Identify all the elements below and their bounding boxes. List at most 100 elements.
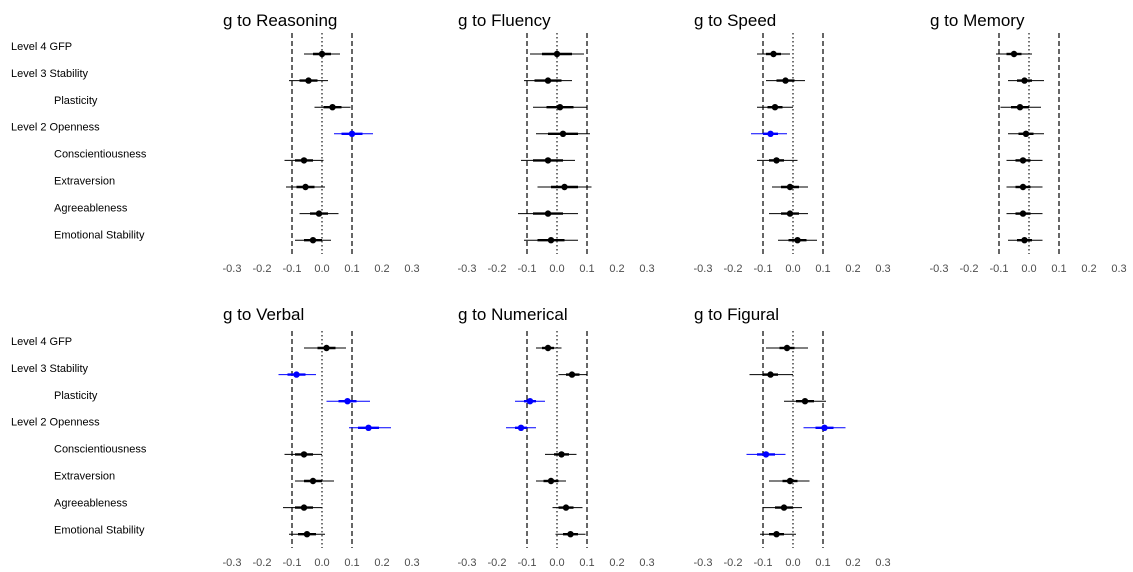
x-tick-label: -0.2 — [724, 557, 743, 569]
x-tick-label: 0.1 — [815, 557, 830, 569]
point-estimate — [305, 77, 312, 84]
x-tick-label: 0.3 — [404, 263, 419, 275]
row-label-trait: Emotional Stability — [54, 229, 145, 241]
x-tick-label: -0.1 — [518, 263, 537, 275]
point-estimate — [323, 344, 330, 352]
point-estimate — [547, 477, 555, 485]
x-tick-label: 0.2 — [845, 557, 860, 569]
row-label-trait: Plasticity — [54, 390, 98, 402]
x-tick-label: 0.1 — [579, 557, 594, 569]
x-tick-label: 0.0 — [314, 557, 329, 569]
x-tick-label: -0.3 — [458, 263, 477, 275]
x-tick-label: -0.1 — [283, 263, 302, 275]
x-tick-label: 0.0 — [785, 557, 800, 569]
point-estimate — [1019, 157, 1027, 164]
point-estimate — [780, 504, 788, 511]
point-estimate — [562, 504, 570, 511]
row-label-level: Level 4 GFP — [11, 336, 72, 348]
x-tick-label: -0.3 — [694, 263, 713, 275]
point-estimate — [1022, 130, 1030, 137]
point-estimate — [786, 210, 794, 217]
point-estimate — [801, 398, 809, 405]
point-estimate — [1019, 210, 1027, 217]
x-tick-label: -0.2 — [488, 557, 507, 569]
point-estimate — [348, 130, 356, 137]
point-estimate — [300, 451, 308, 458]
row-label-trait: Plasticity — [54, 95, 98, 107]
point-estimate — [773, 531, 780, 538]
x-tick-label: 0.2 — [609, 557, 624, 569]
x-tick-label: 0.3 — [639, 263, 654, 275]
x-tick-label: -0.2 — [488, 263, 507, 275]
x-tick-label: 0.2 — [609, 263, 624, 275]
point-estimate — [300, 504, 308, 511]
row-label-level: Level 4 GFP — [11, 41, 72, 53]
point-estimate — [794, 237, 801, 244]
x-tick-label: -0.3 — [694, 557, 713, 569]
x-tick-label: 0.2 — [845, 263, 860, 275]
x-tick-label: 0.2 — [374, 263, 389, 275]
point-estimate — [567, 531, 574, 538]
x-tick-label: 0.1 — [1051, 263, 1066, 275]
forest-panel: g to Numerical -0.3 -0.2 -0.1 0.0 0.1 0.2 0.3 — [458, 305, 655, 569]
x-tick-label: 0.0 — [549, 263, 564, 275]
point-estimate — [329, 104, 336, 111]
x-tick-label: -0.3 — [223, 557, 242, 569]
x-tick-label: 0.1 — [344, 263, 359, 275]
row-label-trait: Emotional Stability — [54, 524, 145, 536]
forest-panel: g to Figural -0.3 -0.2 -0.1 0.0 0.1 0.2 0.3 — [694, 305, 891, 569]
x-tick-label: -0.2 — [253, 557, 272, 569]
panel-title: g to Verbal — [223, 305, 304, 324]
point-estimate — [770, 50, 777, 58]
x-tick-label: -0.2 — [253, 263, 272, 275]
point-estimate — [568, 371, 576, 378]
row-label-trait: Extraversion — [54, 176, 115, 188]
point-estimate — [344, 398, 351, 405]
x-tick-label: -0.1 — [283, 557, 302, 569]
point-estimate — [782, 77, 789, 84]
point-estimate — [544, 344, 552, 352]
x-tick-label: -0.1 — [518, 557, 537, 569]
x-tick-label: 0.1 — [579, 263, 594, 275]
row-label-column: Level 4 GFP Level 3 Stability Plasticity Le… — [11, 41, 147, 241]
point-estimate — [1010, 50, 1018, 58]
panel-title: g to Numerical — [458, 305, 568, 324]
point-estimate — [773, 157, 780, 164]
row-label-level: Level 3 Stability — [11, 68, 89, 80]
point-estimate — [1021, 77, 1028, 84]
x-tick-label: -0.1 — [754, 263, 773, 275]
point-estimate — [1019, 183, 1027, 191]
x-tick-label: 0.3 — [1111, 263, 1126, 275]
x-tick-label: 0.2 — [374, 557, 389, 569]
point-estimate — [526, 398, 534, 405]
x-tick-label: -0.2 — [724, 263, 743, 275]
point-estimate — [547, 237, 555, 244]
forest-panel: g to Verbal -0.3 -0.2 -0.1 0.0 0.1 0.2 0.3 — [223, 305, 420, 569]
row-label-trait: Agreeableness — [54, 202, 128, 214]
x-tick-label: -0.3 — [930, 263, 949, 275]
point-estimate — [517, 424, 525, 431]
x-tick-label: 0.1 — [344, 557, 359, 569]
point-estimate — [544, 77, 552, 84]
row-label-column: Level 4 GFP Level 3 Stability Plasticity Le… — [11, 336, 147, 536]
panel-title: g to Speed — [694, 11, 776, 30]
x-tick-label: 0.0 — [314, 263, 329, 275]
x-tick-label: -0.3 — [223, 263, 242, 275]
point-estimate — [309, 477, 317, 485]
point-estimate — [1021, 237, 1028, 244]
point-estimate — [561, 183, 568, 191]
forest-panel: g to Reasoning -0.3 -0.2 -0.1 0.0 0.1 0.2 0.3 — [223, 11, 420, 275]
x-tick-label: 0.0 — [549, 557, 564, 569]
point-estimate — [303, 531, 311, 538]
x-tick-label: 0.3 — [875, 557, 890, 569]
forest-panel: g to Fluency -0.3 -0.2 -0.1 0.0 0.1 0.2 0.3 — [458, 11, 655, 275]
point-estimate — [309, 237, 317, 244]
point-estimate — [544, 157, 552, 164]
x-tick-label: 0.3 — [404, 557, 419, 569]
row-label-trait: Conscientiousness — [54, 149, 147, 161]
point-estimate — [302, 183, 309, 191]
x-tick-label: 0.1 — [815, 263, 830, 275]
forest-panel: g to Speed -0.3 -0.2 -0.1 0.0 0.1 0.2 0.3 — [694, 11, 891, 275]
row-label-level: Level 2 Openness — [11, 417, 100, 429]
